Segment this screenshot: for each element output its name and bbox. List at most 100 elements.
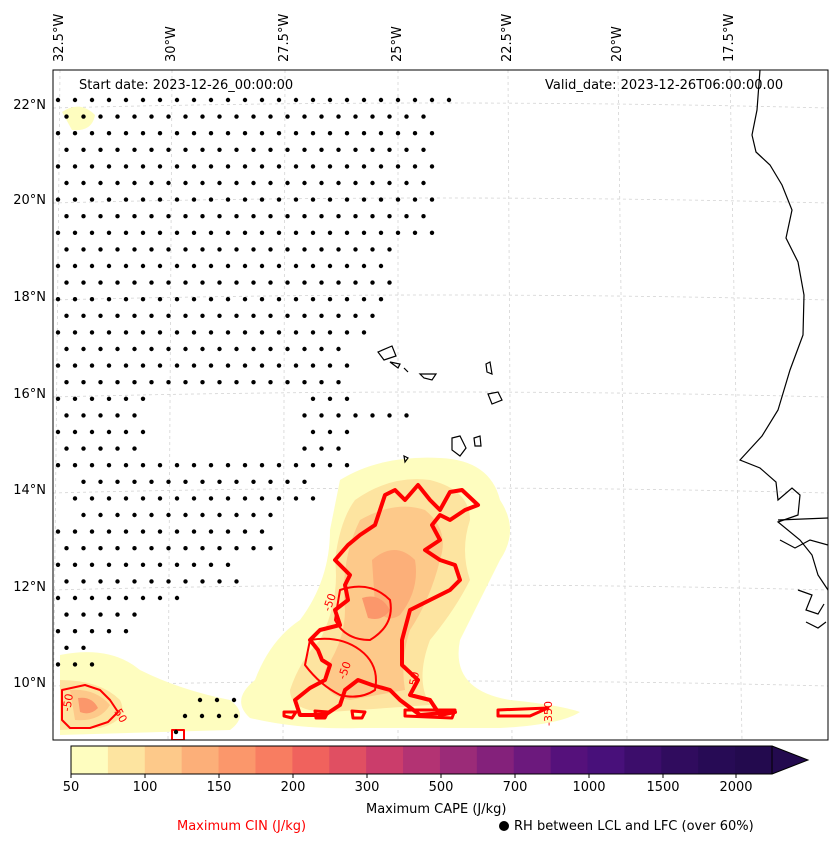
rh-dot <box>89 662 95 667</box>
rh-dot <box>166 380 171 385</box>
rh-dot <box>412 164 418 169</box>
rh-dot <box>310 263 316 269</box>
rh-dot <box>174 529 180 534</box>
rh-dot <box>149 546 154 551</box>
rh-dot <box>64 280 69 285</box>
rh-dot <box>72 197 78 202</box>
rh-dot <box>336 380 341 385</box>
rh-dot <box>115 479 120 484</box>
lat-label: 12°N <box>13 580 46 595</box>
rh-dot <box>123 263 129 269</box>
rh-dot <box>183 313 188 318</box>
rh-dot <box>183 247 188 252</box>
rh-dot <box>157 595 163 601</box>
rh-dot <box>336 346 341 352</box>
rh-dot <box>81 512 86 518</box>
rh-dot <box>225 562 231 567</box>
rh-dot <box>182 713 188 719</box>
rh-dot <box>217 280 222 285</box>
rh-dot <box>344 463 350 468</box>
rh-dot <box>55 197 61 202</box>
rh-dot <box>293 363 299 368</box>
rh-dot <box>217 380 222 385</box>
rh-dot <box>242 529 248 534</box>
rh-dot <box>319 346 324 352</box>
rh-dot <box>157 131 163 136</box>
rh-dot <box>302 313 307 318</box>
rh-dot <box>64 380 69 385</box>
rh-dot <box>327 131 333 136</box>
rh-dot <box>429 197 435 202</box>
rh-dot <box>191 131 197 136</box>
rh-dot <box>55 363 61 368</box>
rh-dot <box>140 496 146 501</box>
rh-dot <box>319 413 324 418</box>
rh-dot <box>208 562 214 567</box>
rh-dot <box>132 446 137 451</box>
rh-dot <box>302 280 307 285</box>
rh-dot <box>327 164 333 169</box>
rh-dot <box>123 164 129 169</box>
rh-dot <box>89 197 95 202</box>
rh-dot <box>395 164 401 169</box>
rh-dot <box>302 247 307 252</box>
rh-dot <box>234 512 239 518</box>
rh-dot <box>336 413 341 418</box>
rh-dot <box>336 247 341 252</box>
rh-dot <box>310 297 316 302</box>
colorbar-swatch <box>181 746 220 774</box>
rh-dot <box>216 713 222 719</box>
rh-dot <box>149 147 154 152</box>
rh-dot <box>72 363 78 368</box>
colorbar-swatch <box>550 746 589 774</box>
rh-dot <box>276 297 282 302</box>
rh-dot <box>72 131 78 136</box>
rh-dot <box>242 97 248 103</box>
rh-dot <box>98 147 103 152</box>
rh-dot <box>268 346 273 352</box>
rh-dot <box>55 164 61 169</box>
rh-dot <box>208 297 214 302</box>
rh-dot <box>231 697 237 703</box>
colorbar-swatch <box>624 746 662 774</box>
rh-dot <box>72 463 78 468</box>
rh-dot <box>353 247 358 252</box>
cin-contours <box>61 483 550 740</box>
rh-dot <box>89 629 95 634</box>
rh-dot <box>293 297 299 302</box>
rh-dot <box>285 313 290 318</box>
colorbar-swatch <box>587 746 626 774</box>
rh-dot <box>404 147 409 152</box>
rh-dot <box>89 595 95 601</box>
rh-dot <box>89 496 95 501</box>
rh-dot <box>225 263 231 269</box>
rh-dot <box>378 164 384 169</box>
rh-dot <box>361 131 367 136</box>
start-date: Start date: 2023-12-26_00:00:00 <box>79 78 294 93</box>
rh-dot <box>183 579 188 584</box>
rh-dot <box>285 214 290 219</box>
rh-dot <box>132 413 137 418</box>
rh-dot <box>293 330 299 335</box>
rh-dot <box>89 562 95 567</box>
rh-dot <box>259 363 265 368</box>
colorbar-tick-label: 1000 <box>572 780 606 795</box>
rh-dot <box>98 346 103 352</box>
rh-dot <box>336 214 341 219</box>
rh-dot <box>106 263 112 269</box>
rh-dot <box>140 529 146 534</box>
rh-dot <box>268 380 273 385</box>
rh-dot <box>123 595 129 601</box>
rh-dot <box>225 297 231 302</box>
rh-dot <box>140 363 146 368</box>
rh-dot <box>149 180 154 186</box>
rh-dot <box>191 496 197 501</box>
rh-dot <box>123 529 129 534</box>
rh-dot <box>242 164 248 169</box>
rh-dot <box>64 645 69 650</box>
rh-dot <box>149 380 154 385</box>
rh-dot <box>157 297 163 302</box>
rh-dot <box>191 263 197 269</box>
rh-dot <box>200 214 205 219</box>
rh-dot <box>319 180 324 186</box>
